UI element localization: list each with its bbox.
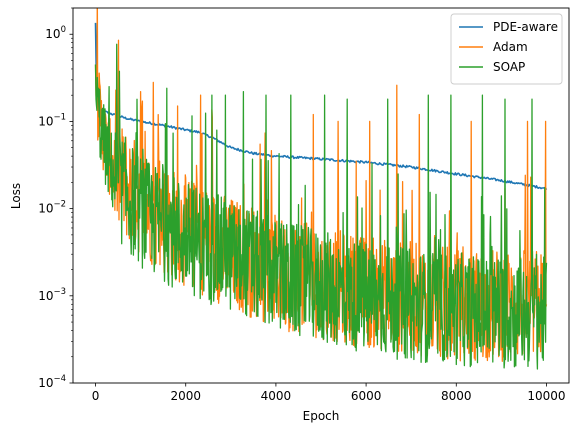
- legend-label: PDE-aware: [493, 20, 558, 34]
- x-tick-label: 6000: [351, 389, 382, 403]
- y-tick-label: 10−3: [38, 287, 66, 303]
- x-tick-label: 10000: [527, 389, 565, 403]
- x-tick-label: 8000: [441, 389, 472, 403]
- legend-label: Adam: [493, 40, 528, 54]
- y-axis-label: Loss: [9, 183, 23, 209]
- legend: PDE-aware Adam SOAP: [450, 13, 563, 85]
- y-tick-label: 10−4: [38, 374, 66, 390]
- y-tick-label: 10−1: [38, 112, 66, 128]
- y-tick-label: 10−2: [38, 200, 66, 216]
- x-axis: 0 2000 4000 6000 8000 10000: [92, 383, 566, 403]
- x-tick-label: 2000: [170, 389, 201, 403]
- y-tick-label: 100: [45, 25, 66, 41]
- axes-frame: [72, 7, 570, 384]
- x-tick-label: 4000: [261, 389, 292, 403]
- x-tick-label: 0: [92, 389, 100, 403]
- x-axis-label: Epoch: [303, 409, 340, 423]
- series-line-soap: [94, 43, 548, 370]
- y-axis: 10−4 10−3 10−2 10−1 100: [38, 7, 73, 390]
- legend-label: SOAP: [493, 60, 525, 74]
